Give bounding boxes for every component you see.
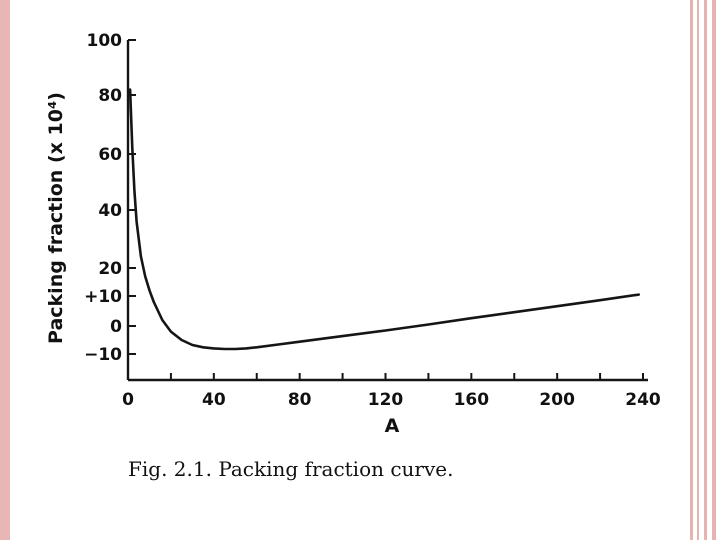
accent-line xyxy=(690,0,693,540)
x-tick-label: 40 xyxy=(202,390,226,410)
accent-line xyxy=(712,0,716,540)
x-tick-label: 80 xyxy=(288,390,312,410)
x-tick-label: 200 xyxy=(539,390,575,410)
y-tick-label: 20 xyxy=(98,259,122,279)
y-tick-label: −10 xyxy=(84,345,122,365)
x-axis-ticks: 0 40 80 120 160 200 240 xyxy=(122,373,661,410)
accent-line xyxy=(704,0,707,540)
y-tick-label: 40 xyxy=(98,201,122,221)
x-tick-label: 240 xyxy=(625,390,661,410)
packing-fraction-curve xyxy=(128,88,640,351)
y-tick-label: 100 xyxy=(87,31,123,51)
y-tick-label: 60 xyxy=(98,145,122,165)
right-accent-band xyxy=(688,0,720,540)
y-tick-label: 80 xyxy=(98,86,122,106)
y-tick-label: 0 xyxy=(110,317,122,337)
x-tick-label: 120 xyxy=(368,390,404,410)
accent-line xyxy=(697,0,699,540)
x-tick-label: 0 xyxy=(122,390,134,410)
x-tick-label: 160 xyxy=(454,390,490,410)
y-axis-label: Packing fraction (x 10⁴) xyxy=(45,92,67,344)
y-tick-label: +10 xyxy=(84,287,122,307)
left-accent-bar xyxy=(0,0,10,540)
x-axis-label: A xyxy=(385,415,400,437)
figure-caption: Fig. 2.1. Packing fraction curve. xyxy=(128,457,454,481)
